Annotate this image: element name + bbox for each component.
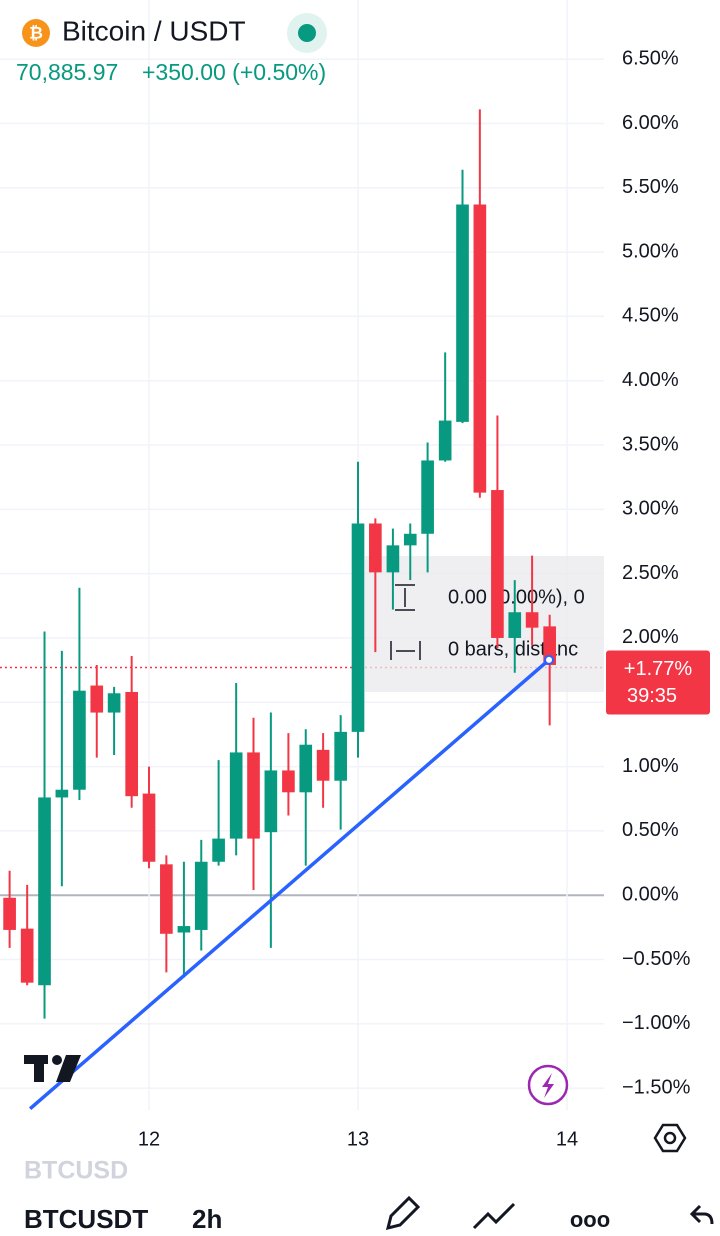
- y-tick-label: −1.00%: [622, 1012, 691, 1034]
- y-tick-label: −1.50%: [622, 1076, 691, 1098]
- candle-body: [473, 204, 487, 493]
- measure-tool: 0.00 (0.00%), 0 0 bars, distanc: [365, 556, 604, 692]
- x-tick-label: 13: [347, 1128, 369, 1150]
- header: ₿ Bitcoin / USDT 70,885.97 +350.00 (+0.5…: [16, 13, 327, 85]
- candle-body: [212, 838, 225, 862]
- y-tick-label: 3.00%: [622, 498, 679, 520]
- candle-body: [142, 793, 156, 862]
- svg-text:₿: ₿: [29, 23, 43, 42]
- candle-body: [107, 693, 121, 713]
- y-tick-label: 4.00%: [622, 369, 679, 391]
- toolbar-interval[interactable]: 2h: [192, 1204, 222, 1234]
- y-tick-label: 5.00%: [622, 240, 679, 262]
- price: 70,885.97: [16, 59, 118, 85]
- y-tick-label: 6.00%: [622, 112, 679, 134]
- x-tick-label: 14: [556, 1128, 578, 1150]
- y-tick-label: 4.50%: [622, 305, 679, 327]
- price-change: +350.00 (+0.50%): [142, 59, 326, 85]
- lightning[interactable]: [527, 1064, 569, 1106]
- candle-body: [194, 861, 208, 930]
- drawing-tools[interactable]: [472, 1202, 516, 1230]
- candle-body: [316, 749, 330, 781]
- candle-body: [299, 744, 313, 793]
- x-tick-label: 12: [138, 1128, 160, 1150]
- y-tick-label: 0.50%: [622, 819, 679, 841]
- candle-body: [177, 926, 191, 933]
- candle-body: [508, 612, 522, 638]
- candle-body: [421, 460, 434, 534]
- y-tick-label: 1.00%: [622, 755, 679, 777]
- candle-body: [403, 533, 417, 546]
- measure-price: 0.00 (0.00%), 0: [448, 586, 585, 608]
- candle-body: [264, 770, 278, 833]
- candle-body: [38, 797, 51, 986]
- y-tick-label: 6.50%: [622, 47, 679, 69]
- pencil[interactable]: [385, 1195, 421, 1231]
- candle-body: [20, 928, 34, 983]
- y-tick-label: 5.50%: [622, 176, 679, 198]
- toolbar-symbol[interactable]: BTCUSDT: [24, 1204, 148, 1234]
- candle-body: [90, 685, 104, 713]
- candle-body: [160, 864, 173, 934]
- candle-body: [386, 545, 400, 573]
- candle-body: [282, 770, 295, 793]
- candle-body: [351, 523, 365, 732]
- tv-logo: [24, 1055, 81, 1082]
- back[interactable]: [689, 1204, 714, 1225]
- settings[interactable]: [653, 1123, 687, 1153]
- candle-body: [491, 490, 504, 638]
- y-tick-label: −0.50%: [622, 948, 691, 970]
- measure-bars: 0 bars, distanc: [448, 638, 578, 660]
- candle-body: [229, 752, 243, 839]
- candle-body: [525, 612, 539, 628]
- y-tick-label: 2.00%: [622, 626, 679, 648]
- last-price-tag: [606, 650, 710, 715]
- candle-body: [3, 897, 16, 930]
- trend-line: [28, 658, 551, 1110]
- last-price-label: +1.77%: [624, 658, 693, 680]
- y-tick-label: 2.50%: [622, 562, 679, 584]
- candle-body: [55, 789, 69, 798]
- symbol: Bitcoin / USDT: [62, 15, 246, 46]
- candle-body: [438, 420, 452, 461]
- more[interactable]: ooo: [570, 1207, 610, 1232]
- ghost-symbol: BTCUSD: [24, 1157, 128, 1185]
- y-tick-label: 0.00%: [622, 883, 679, 905]
- y-tick-label: 3.50%: [622, 433, 679, 455]
- countdown: 39:35: [627, 685, 677, 707]
- candle-body: [543, 626, 556, 665]
- candle-body: [369, 523, 382, 573]
- candle-body: [334, 731, 347, 781]
- candle-body: [247, 752, 260, 839]
- trend-handle: [544, 654, 555, 665]
- candle-body: [73, 690, 86, 790]
- candle-body: [456, 204, 469, 422]
- candle-body: [125, 691, 138, 797]
